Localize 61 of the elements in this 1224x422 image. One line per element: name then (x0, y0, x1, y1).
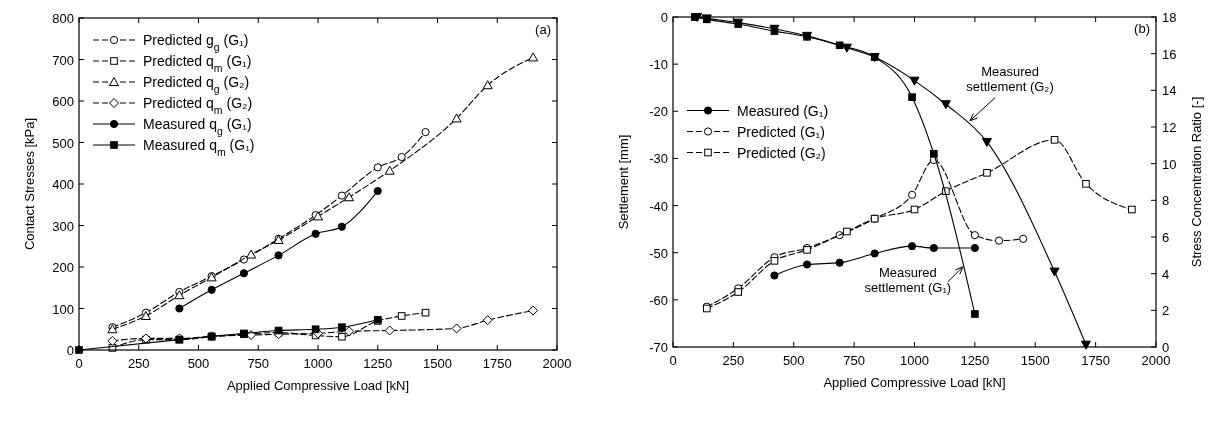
y-tick-label: 200 (52, 260, 74, 275)
y-tick-label: -10 (649, 57, 668, 73)
x-tick-label: 2000 (542, 356, 572, 371)
y2-tick-label: 14 (1162, 83, 1177, 99)
x-tick-label: 750 (843, 353, 865, 368)
y-tick-label: -70 (649, 340, 668, 355)
x-tick-label: 2000 (1141, 353, 1171, 368)
legend-label: Measured (G₁) (737, 102, 829, 119)
x-tick-label: 250 (722, 353, 745, 368)
y2-tick-label: 18 (1162, 10, 1177, 25)
legend-label: Measured q$_{g}$ (G₁) (143, 116, 252, 137)
legend-label: Predicted (G₂) (737, 144, 826, 161)
y-tick-label: -60 (649, 292, 668, 308)
legend-label: Predicted q$_{m}$ (G₁) (143, 53, 252, 74)
y2-axis-title: Stress Concentration Ratio [-] (1189, 96, 1204, 268)
x-tick-label: 250 (127, 356, 150, 371)
y2-tick-label: 6 (1162, 230, 1170, 245)
y-axis-title: Contact Stresses [kPa] (22, 117, 37, 251)
annotation: Measured settlement (G₂) (966, 63, 1054, 94)
legend-label: Predicted q$_{m}$ (G₂) (143, 95, 253, 116)
x-tick-label: 1500 (423, 356, 452, 371)
x-tick-label: 1000 (900, 353, 929, 368)
x-tick-label: 1250 (363, 356, 393, 371)
y2-tick-label: 8 (1162, 193, 1170, 209)
y2-tick-label: 16 (1162, 46, 1177, 62)
legend-label: Predicted q$_{g}$ (G₂) (143, 74, 250, 95)
x-tick-label: 1500 (1020, 353, 1050, 368)
x-axis-title: Applied Compressive Load [kN] (823, 375, 1006, 390)
x-tick-label: 1750 (482, 356, 512, 371)
x-tick-label: 500 (782, 353, 805, 368)
y-tick-label: 0 (66, 343, 74, 358)
y-tick-label: -30 (649, 151, 668, 167)
y-tick-label: 600 (52, 94, 74, 109)
y2-tick-label: 4 (1162, 266, 1170, 282)
y-tick-label: 700 (52, 52, 74, 68)
y-tick-label: -50 (649, 245, 668, 261)
legend-label: Predicted g$_{g}$ (G₁) (143, 32, 249, 53)
y2-tick-label: 2 (1162, 303, 1170, 319)
y-tick-label: -20 (649, 104, 668, 120)
annotation: (a) (535, 22, 551, 37)
y-tick-label: 800 (52, 11, 74, 26)
y-tick-label: 400 (52, 177, 74, 192)
x-tick-label: 1250 (960, 353, 990, 368)
x-tick-label: 1000 (303, 356, 333, 371)
x-tick-label: 1750 (1081, 353, 1111, 368)
y2-tick-label: 10 (1162, 156, 1177, 172)
annotation: (b) (1134, 21, 1150, 36)
y-tick-label: 100 (52, 301, 74, 317)
y2-tick-label: 12 (1162, 120, 1177, 135)
y-tick-label: 500 (52, 135, 74, 151)
x-axis-title: Applied Compressive Load [kN] (226, 378, 410, 393)
y-axis-title: Settlement [mm] (616, 134, 631, 230)
x-tick-label: 750 (247, 356, 270, 371)
y-tick-label: -40 (649, 198, 668, 214)
y2-tick-label: 0 (1162, 340, 1170, 355)
x-tick-label: 500 (187, 356, 210, 371)
y-tick-label: 300 (52, 218, 74, 234)
y-tick-label: 0 (660, 10, 668, 25)
legend-label: Measured q$_{m}$ (G₁) (143, 137, 255, 158)
annotation: Measured settlement (G₁) (864, 264, 952, 295)
legend-label: Predicted (G₁) (737, 123, 825, 140)
